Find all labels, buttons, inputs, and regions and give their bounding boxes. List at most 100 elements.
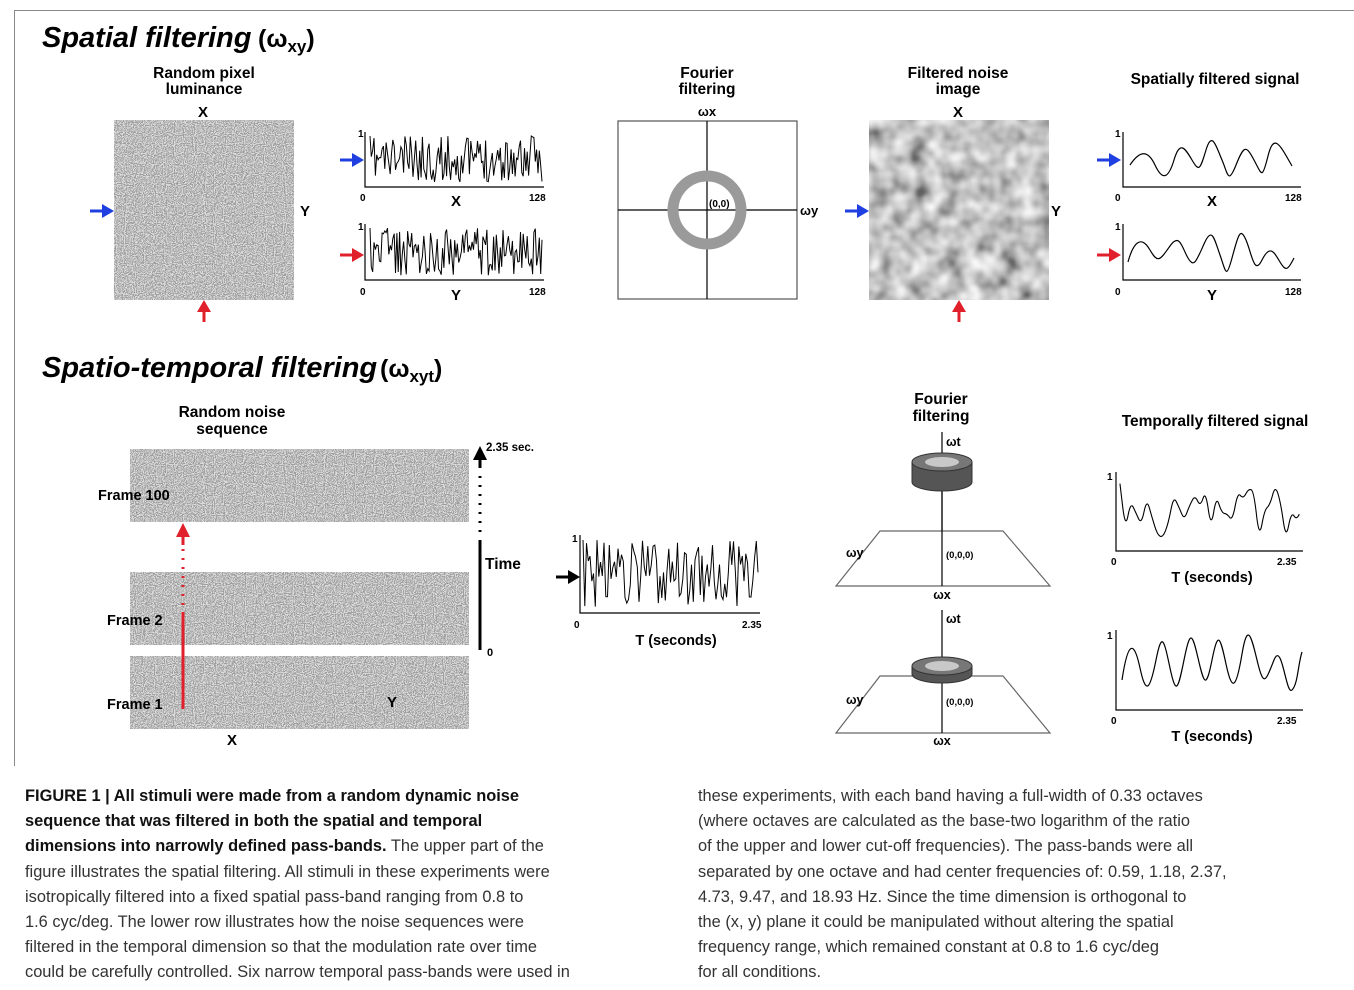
strace1-blue-arrow-icon	[1109, 153, 1121, 167]
strace1-line	[1129, 140, 1293, 177]
strace2-line	[1127, 233, 1295, 272]
caption-right-line3: of the upper and lower cut-off frequenci…	[698, 837, 1194, 856]
sequence-title-line1: Random noise	[179, 404, 286, 421]
tsig2-ymax: 1	[1107, 631, 1113, 642]
f1-wy-label: ωy	[846, 546, 864, 560]
strace1-ymax: 1	[1115, 129, 1121, 140]
trace2-ymax: 1	[358, 222, 364, 233]
panel1-title-line2: luminance	[166, 81, 243, 98]
strace1-x0: 0	[1115, 193, 1121, 204]
fourier-cylinder-1: ωt ωy (0,0,0) ωx	[834, 432, 1052, 602]
trace2-line	[369, 227, 543, 276]
filtered-blue-arrow-icon	[857, 204, 869, 218]
strace1-plot: 1 0 128 X	[1115, 129, 1302, 210]
strace2-axis-label: Y	[1207, 287, 1217, 304]
ttrace-axis-label: T (seconds)	[635, 633, 717, 649]
tsig1-ymax: 1	[1107, 472, 1113, 483]
trace1-axes	[364, 132, 544, 188]
f1-plane	[834, 530, 1052, 587]
spatial-signal-title: Spatially filtered signal	[1131, 71, 1300, 88]
filtered-title-line2: image	[936, 81, 981, 98]
ttrace-xmax: 2.35	[742, 620, 762, 631]
f2-wt-label: ωt	[946, 612, 962, 626]
trace1-xmax: 128	[529, 193, 546, 204]
bottom-section-title: Spatio-temporal filtering	[42, 352, 377, 384]
tsig2-axes	[1115, 630, 1303, 711]
tsig1-plot: 1 0 2.35 T (seconds)	[1107, 472, 1303, 586]
trace1-ymax: 1	[358, 129, 364, 140]
figure-label: FIGURE 1 | All stimuli were made from a …	[25, 787, 519, 805]
top-section-symbol: (ωxy)	[258, 25, 315, 56]
f1-wx-label: ωx	[933, 588, 951, 602]
filtered-noise-image	[869, 120, 1049, 300]
sequence-x-label: X	[227, 732, 237, 749]
bottom-section-symbol: (ωxyt)	[380, 355, 442, 386]
sequence-y-label: Y	[387, 694, 397, 711]
filtered-y-label: Y	[1051, 203, 1061, 220]
fourier-origin-label: (0,0)	[709, 199, 730, 210]
caption-right-line8: for all conditions.	[698, 963, 821, 982]
panel1-x-label: X	[198, 104, 208, 121]
trace1-x0: 0	[360, 193, 366, 204]
blue-arrow-icon	[102, 204, 114, 218]
strace2-axes	[1122, 224, 1301, 281]
trace1-blue-arrow-icon	[352, 153, 364, 167]
caption-line7: filtered in the temporal dimension so th…	[25, 938, 538, 957]
fourier-title-line2: filtering	[679, 81, 736, 98]
tsig1-x0: 0	[1111, 557, 1117, 568]
f1-cylinder-hole	[925, 457, 959, 467]
strace1-axes	[1122, 132, 1301, 188]
caption-right-column: these experiments, with each band having…	[698, 784, 1320, 986]
tsig2-axis-label: T (seconds)	[1171, 729, 1253, 745]
fourier-wy-label: ωy	[800, 203, 819, 218]
caption-right-line4: separated by one octave and had center f…	[698, 862, 1227, 881]
trace2-red-arrow-icon	[352, 248, 364, 262]
trace2-plot: 1 0 128 Y	[358, 222, 546, 304]
tsig1-xmax: 2.35	[1277, 557, 1297, 568]
strace2-ymax: 1	[1115, 222, 1121, 233]
strace2-red-arrow-icon	[1109, 248, 1121, 262]
top-section-title: Spatial filtering	[42, 22, 252, 54]
strace1-xmax: 128	[1285, 193, 1302, 204]
time-zero-label: 0	[487, 647, 493, 659]
trace2-xmax: 128	[529, 287, 546, 298]
strace2-x0: 0	[1115, 287, 1121, 298]
caption-bold-line2: sequence that was filtered in both the s…	[25, 812, 483, 831]
tsig1-axes	[1115, 472, 1303, 552]
time-label: Time	[485, 556, 521, 573]
temporal-trace-plot: 1 0 2.35 T (seconds)	[572, 534, 762, 649]
st-fourier-title-line2: filtering	[913, 408, 970, 425]
figure-frame	[14, 10, 1354, 766]
f2-wx-label: ωx	[933, 734, 951, 748]
frame-100-plane	[128, 448, 471, 523]
caption-line5: isotropically filtered into a fixed spat…	[25, 887, 524, 906]
figure-graphic: Spatial filtering (ωxy) Random pixel lum…	[42, 22, 1309, 749]
frame-100-label: Frame 100	[98, 488, 170, 504]
caption-right-line6: the (x, y) plane it could be manipulated…	[698, 913, 1174, 932]
caption-line6: 1.6 cyc/deg. The lower row illustrates h…	[25, 913, 524, 932]
trace1-axis-label: X	[451, 193, 461, 210]
filtered-red-arrow-icon	[952, 300, 966, 312]
tsig1-axis-label: T (seconds)	[1171, 570, 1253, 586]
caption-left-column: FIGURE 1 | All stimuli were made from a …	[25, 784, 647, 986]
f2-cylinder-hole	[925, 661, 959, 671]
ttrace-arrow-icon	[568, 570, 580, 584]
caption-line8: could be carefully controlled. Six narro…	[25, 963, 570, 982]
caption-line3-rest: The upper part of the	[386, 837, 544, 856]
f1-wt-label: ωt	[946, 435, 962, 449]
random-pixel-image	[114, 120, 294, 300]
f1-origin-label: (0,0,0)	[946, 550, 973, 561]
tsig1-line	[1119, 483, 1300, 537]
tsig2-x0: 0	[1111, 716, 1117, 727]
f2-plane	[834, 675, 1052, 734]
strace2-plot: 1 0 128 Y	[1115, 222, 1302, 304]
st-fourier-title-line1: Fourier	[914, 391, 967, 408]
f2-wy-label: ωy	[846, 693, 864, 707]
strace2-xmax: 128	[1285, 287, 1302, 298]
caption-right-line2: (where octaves are calculated as the bas…	[698, 812, 1190, 831]
panel1-title-line1: Random pixel	[153, 65, 255, 82]
fourier-wx-label: ωx	[698, 104, 717, 119]
temporal-signal-title: Temporally filtered signal	[1122, 413, 1309, 430]
trace2-axes	[364, 224, 544, 281]
caption-right-line5: 4.73, 9.47, and 18.93 Hz. Since the time…	[698, 887, 1187, 906]
